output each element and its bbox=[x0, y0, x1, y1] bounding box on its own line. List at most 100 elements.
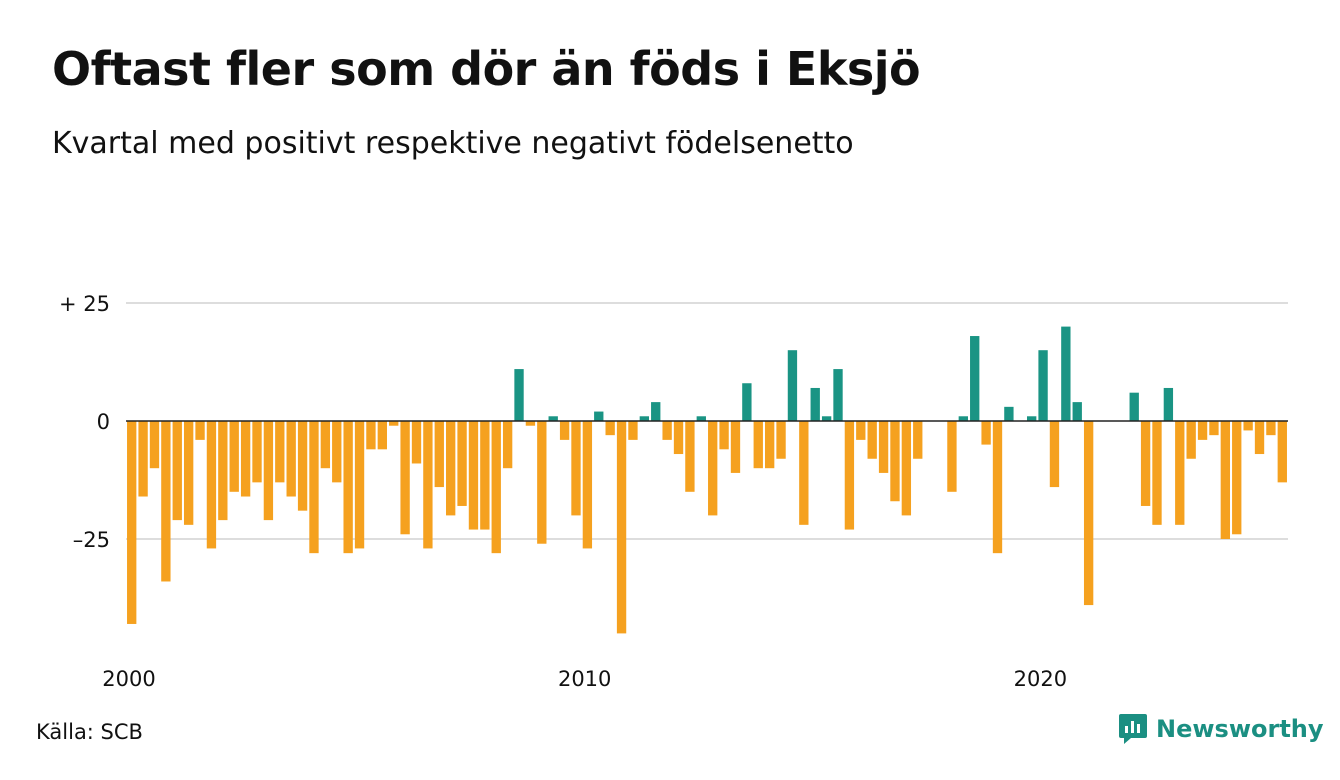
bar-negative bbox=[183, 421, 194, 525]
bar-positive bbox=[514, 369, 524, 421]
bar-negative bbox=[263, 421, 274, 521]
bar-negative bbox=[1049, 421, 1060, 488]
bar-negative bbox=[206, 421, 217, 549]
bar-positive bbox=[1072, 402, 1082, 421]
bar-negative bbox=[149, 421, 160, 469]
bar-negative bbox=[719, 421, 729, 450]
bar-negative bbox=[730, 421, 741, 473]
bar-negative bbox=[799, 421, 809, 525]
bars bbox=[127, 326, 1287, 634]
bar-negative bbox=[1186, 421, 1196, 459]
bar-negative bbox=[764, 421, 775, 469]
bar-negative bbox=[753, 421, 763, 469]
bar-negative bbox=[708, 421, 718, 516]
bar-positive bbox=[833, 369, 843, 421]
bar-negative bbox=[400, 421, 410, 535]
brand-logo: Newsworthy bbox=[1118, 712, 1324, 746]
bar-negative bbox=[389, 421, 399, 426]
bar-negative bbox=[1232, 421, 1242, 535]
bar-negative bbox=[1243, 421, 1253, 431]
bar-negative bbox=[297, 421, 308, 511]
bar-negative bbox=[1083, 421, 1094, 606]
bar-positive bbox=[1004, 406, 1014, 421]
bar-negative bbox=[537, 421, 547, 544]
bar-positive bbox=[787, 350, 798, 421]
y-tick-label: + 25 bbox=[59, 292, 110, 316]
bar-negative bbox=[252, 421, 262, 483]
x-tick-label: 2000 bbox=[102, 667, 155, 691]
bar-negative bbox=[457, 421, 467, 506]
bar-positive bbox=[594, 411, 604, 421]
bar-negative bbox=[218, 421, 228, 521]
x-axis-labels: 2000 2010 2020 bbox=[102, 667, 1067, 691]
bar-negative bbox=[468, 421, 479, 530]
bar-negative bbox=[878, 421, 889, 473]
bar-negative bbox=[309, 421, 319, 554]
bar-negative bbox=[354, 421, 365, 549]
bar-negative bbox=[423, 421, 433, 549]
bar-negative bbox=[320, 421, 331, 469]
bar-positive bbox=[1061, 326, 1071, 421]
bar-negative bbox=[446, 421, 456, 516]
bar-negative bbox=[343, 421, 353, 554]
bar-positive bbox=[548, 416, 558, 421]
y-tick-label: 0 bbox=[97, 410, 110, 434]
bar-negative bbox=[571, 421, 581, 516]
bar-negative bbox=[582, 421, 593, 549]
bar-negative bbox=[628, 421, 638, 440]
bar-negative bbox=[1254, 421, 1265, 455]
bar-positive bbox=[810, 387, 820, 421]
x-tick-label: 2020 bbox=[1014, 667, 1067, 691]
source-note: Källa: SCB bbox=[36, 720, 143, 744]
bar-negative bbox=[1140, 421, 1151, 506]
chart-title: Oftast fler som dör än föds i Eksjö bbox=[52, 42, 921, 96]
bar-negative bbox=[776, 421, 786, 459]
bar-negative bbox=[172, 421, 182, 521]
bar-negative bbox=[161, 421, 171, 582]
bar-negative bbox=[662, 421, 672, 440]
bar-negative bbox=[890, 421, 900, 502]
bar-negative bbox=[1209, 421, 1219, 436]
bar-negative bbox=[673, 421, 684, 455]
x-tick-label: 2010 bbox=[558, 667, 611, 691]
bar-negative bbox=[138, 421, 148, 497]
bar-negative bbox=[913, 421, 923, 459]
bar-negative bbox=[127, 421, 137, 624]
bar-positive bbox=[651, 402, 661, 421]
bar-negative bbox=[1277, 421, 1287, 483]
bar-positive bbox=[821, 416, 832, 421]
bar-negative bbox=[1266, 421, 1276, 436]
bar-positive bbox=[639, 416, 650, 421]
bar-negative bbox=[685, 421, 695, 492]
y-tick-label: –25 bbox=[73, 528, 110, 552]
bar-negative bbox=[229, 421, 239, 492]
bar-negative bbox=[844, 421, 855, 530]
bar-negative bbox=[1152, 421, 1162, 525]
bar-negative bbox=[605, 421, 615, 436]
bar-negative bbox=[1220, 421, 1231, 539]
newsworthy-logo-icon bbox=[1119, 714, 1147, 744]
bar-negative bbox=[480, 421, 490, 530]
bar-positive bbox=[1038, 350, 1048, 421]
bar-positive bbox=[1163, 387, 1174, 421]
bar-negative bbox=[377, 421, 387, 450]
bar-positive bbox=[970, 336, 980, 421]
bar-negative bbox=[525, 421, 536, 426]
bar-positive bbox=[696, 416, 706, 421]
bar-negative bbox=[286, 421, 296, 497]
bar-negative bbox=[901, 421, 912, 516]
bar-positive bbox=[1129, 392, 1139, 421]
bar-negative bbox=[502, 421, 513, 469]
bar-negative bbox=[856, 421, 866, 440]
chart-subtitle: Kvartal med positivt respektive negativt… bbox=[52, 126, 854, 161]
bar-negative bbox=[981, 421, 991, 445]
bar-negative bbox=[559, 421, 570, 440]
bar-negative bbox=[195, 421, 205, 440]
bar-negative bbox=[366, 421, 376, 450]
bar-negative bbox=[491, 421, 501, 554]
bar-negative bbox=[1197, 421, 1208, 440]
bar-negative bbox=[867, 421, 877, 459]
bar-negative bbox=[240, 421, 251, 497]
bar-negative bbox=[332, 421, 342, 483]
